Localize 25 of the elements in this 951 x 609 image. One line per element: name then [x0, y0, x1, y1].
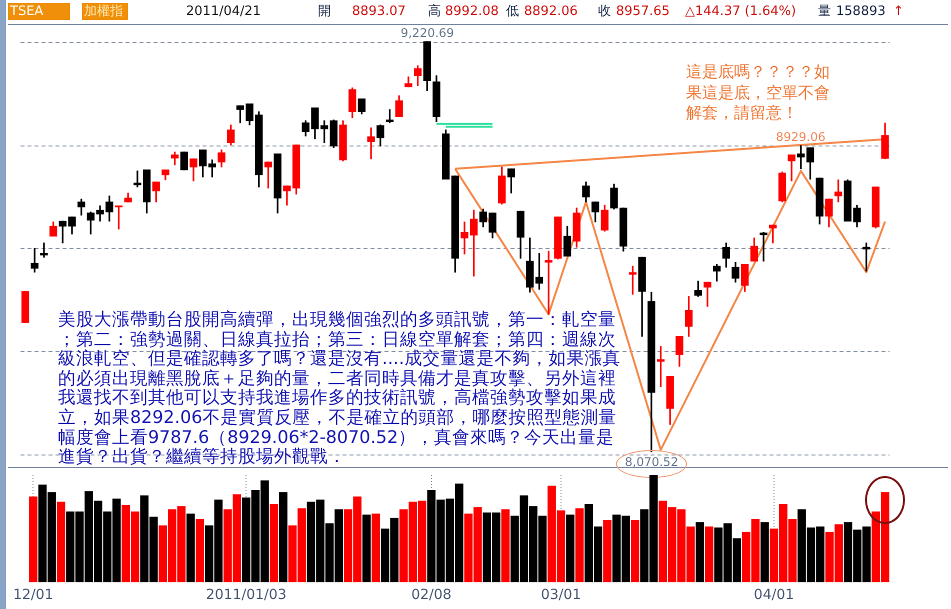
text: 8892.06 — [524, 3, 578, 20]
annotation: 9,220.69 — [400, 26, 454, 40]
x-tick-label: 03/01 — [540, 587, 582, 604]
x-tick-label: 04/01 — [754, 587, 794, 604]
text: 8893.07 — [352, 3, 406, 20]
text: △144.37 (1.64%) — [685, 3, 796, 20]
text: ↑ — [893, 3, 904, 20]
x-tick-label: 02/08 — [411, 587, 452, 604]
x-tick-label: 12/01 — [13, 587, 54, 604]
x-tick-label: 2011/01/03 — [206, 587, 287, 604]
text: 高 — [428, 3, 441, 20]
text: 8992.08 — [445, 3, 499, 20]
text: 低 — [506, 3, 519, 20]
annotation: 美股大漲帶動台股開高續彈，出現幾個強烈的多頭訊號，第一：軋空量；第二：強勢過關、日線真拉抬；第三：日線空單解套；第四：週線次級浪軋空、但是確認轉多了嗎？還是沒有....成交量還是不夠，如果漲真的必須出現離黑脫底＋足夠的量，二者同時具備才是真攻擊、另外這裡我還找不到其他可以支持我進場作多的技術訊號，高檔強勢攻擊如果成立，如果8292.06不是實質反壓，不是確立的頭部，哪麼按照型態測量幅度會上看9787.6（8929.06*2-8070.52），真會來嗎？今天出量是進貨？出貨？繼續等持股場外觀戰． — [58, 310, 620, 468]
text: 8957.65 — [616, 3, 670, 20]
text: 加權指 — [82, 3, 128, 20]
annotation: 8,070.52 — [624, 454, 678, 469]
text: TSEA — [8, 3, 70, 20]
text: 開 — [318, 3, 331, 20]
text: 158893 — [836, 3, 886, 20]
text: 2011/04/21 — [186, 3, 261, 20]
text: 量 — [818, 3, 831, 20]
annotation: 8929.06 — [776, 130, 826, 144]
annotation: 這是底嗎？？？？如果這是底，空單不會解套，請留意！ — [686, 62, 831, 124]
text: 收 — [598, 3, 611, 20]
